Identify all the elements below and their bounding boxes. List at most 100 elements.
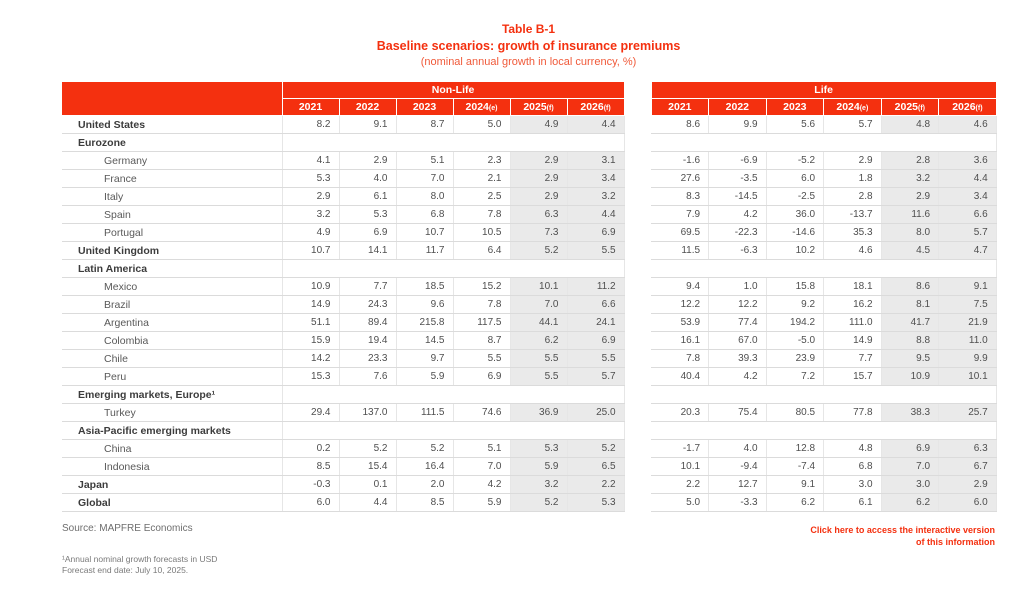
table-row-country: 7.9 4.2 36.0 -13.7 11.6 6.6 (651, 205, 997, 224)
value-cell: 0.2 (282, 439, 340, 458)
value-cell: -5.2 (766, 151, 825, 170)
value-cell: 10.9 (881, 367, 940, 386)
value-cell: 15.3 (282, 367, 340, 386)
year-header-nonlife-2024: 2024(e) (452, 98, 511, 116)
value-cell: 9.9 (708, 115, 767, 134)
value-cell: 4.0 (339, 169, 397, 188)
table-number: Table B-1 (501, 22, 556, 36)
value-cell: 8.6 (881, 277, 940, 296)
value-cell: 5.5 (510, 367, 568, 386)
row-label: Mexico (62, 277, 283, 296)
value-cell: 6.2 (510, 331, 568, 350)
value-cell: 3.1 (567, 151, 625, 170)
value-cell: 6.8 (823, 457, 882, 476)
row-label: Colombia (62, 331, 283, 350)
value-cell: 5.2 (567, 439, 625, 458)
value-cell: 5.2 (396, 439, 454, 458)
value-cell: -6.3 (708, 241, 767, 260)
value-cell: 7.0 (881, 457, 940, 476)
value-cell: 27.6 (651, 169, 710, 188)
value-cell: 9.7 (396, 349, 454, 368)
value-cell: 16.4 (396, 457, 454, 476)
table-row-country: Indonesia 8.5 15.4 16.4 7.0 5.9 6.5 (62, 457, 625, 476)
value-cell: 7.9 (651, 205, 710, 224)
row-label: Italy (62, 187, 283, 206)
section-empty-cell (651, 421, 997, 440)
year-label: 2023 (783, 101, 807, 113)
value-cell: -3.5 (708, 169, 767, 188)
section-empty-cell (282, 133, 625, 152)
table-row-country: Argentina 51.1 89.4 215.8 117.5 44.1 24.1 (62, 313, 625, 332)
table-row-region: 8.6 9.9 5.6 5.7 4.8 4.6 (651, 115, 997, 134)
row-label: Germany (62, 151, 283, 170)
value-cell: 7.0 (453, 457, 511, 476)
year-label: 2022 (725, 101, 749, 113)
value-cell: -14.6 (766, 223, 825, 242)
value-cell: 10.1 (651, 457, 710, 476)
value-cell: 14.1 (339, 241, 397, 260)
value-cell: 4.8 (823, 439, 882, 458)
value-cell: 15.2 (453, 277, 511, 296)
table-row-country: Spain 3.2 5.3 6.8 7.8 6.3 4.4 (62, 205, 625, 224)
value-cell: 6.1 (823, 493, 882, 512)
year-header-nonlife-2026: 2026(f) (566, 98, 625, 116)
table-row-country: Chile 14.2 23.3 9.7 5.5 5.5 5.5 (62, 349, 625, 368)
table-row-country: 10.1 -9.4 -7.4 6.8 7.0 6.7 (651, 457, 997, 476)
value-cell: 6.3 (938, 439, 997, 458)
value-cell: 8.3 (651, 187, 710, 206)
value-cell: 7.0 (396, 169, 454, 188)
row-label: France (62, 169, 283, 188)
value-cell: 2.9 (282, 187, 340, 206)
title-block: Table B-1 Baseline scenarios: growth of … (62, 22, 995, 68)
table-row-country: China 0.2 5.2 5.2 5.1 5.3 5.2 (62, 439, 625, 458)
value-cell: 5.9 (510, 457, 568, 476)
value-cell: 15.9 (282, 331, 340, 350)
value-cell: 10.2 (766, 241, 825, 260)
value-cell: 7.8 (453, 295, 511, 314)
value-cell: 6.9 (567, 331, 625, 350)
table-row-country: -1.6 -6.9 -5.2 2.9 2.8 3.6 (651, 151, 997, 170)
section-empty-cell (651, 133, 997, 152)
table-row-country: 7.8 39.3 23.9 7.7 9.5 9.9 (651, 349, 997, 368)
row-label: Chile (62, 349, 283, 368)
value-cell: 39.3 (708, 349, 767, 368)
value-cell: 12.2 (651, 295, 710, 314)
value-cell: 11.6 (881, 205, 940, 224)
value-cell: 2.9 (339, 151, 397, 170)
table-row-country: -1.7 4.0 12.8 4.8 6.9 6.3 (651, 439, 997, 458)
row-label: Turkey (62, 403, 283, 422)
value-cell: 4.2 (708, 367, 767, 386)
value-cell: 4.9 (510, 115, 568, 134)
value-cell: 3.4 (567, 169, 625, 188)
value-cell: 5.5 (567, 349, 625, 368)
premium-growth-tables: Non-Life 2021 2022 2023 2024(e) 2025(f) 2026(f… (62, 81, 997, 512)
value-cell: 6.9 (339, 223, 397, 242)
table-row-country: Germany 4.1 2.9 5.1 2.3 2.9 3.1 (62, 151, 625, 170)
life-table: Life 2021 2022 2023 2024(e) 2025(f) 2026(f) 8.6… (650, 81, 997, 512)
value-cell: 9.5 (881, 349, 940, 368)
value-cell: 5.3 (339, 205, 397, 224)
year-header-life-2021: 2021 (650, 98, 710, 116)
year-header-nonlife-2023: 2023 (395, 98, 454, 116)
year-label: 2026 (580, 101, 604, 113)
value-cell: 14.5 (396, 331, 454, 350)
value-cell: 111.5 (396, 403, 454, 422)
interactive-version-link[interactable]: Click here to access the interactive ver… (810, 525, 995, 547)
value-cell: -9.4 (708, 457, 767, 476)
year-label: 2022 (355, 101, 380, 113)
section-empty-cell (651, 385, 997, 404)
table-row-country: 9.4 1.0 15.8 18.1 8.6 9.1 (651, 277, 997, 296)
value-cell: 194.2 (766, 313, 825, 332)
value-cell: 10.7 (396, 223, 454, 242)
value-cell: 35.3 (823, 223, 882, 242)
value-cell: 10.1 (510, 277, 568, 296)
table-row-region: United States 8.2 9.1 8.7 5.0 4.9 4.4 (62, 115, 625, 134)
table-row-country: 12.2 12.2 9.2 16.2 8.1 7.5 (651, 295, 997, 314)
footnotes: ¹Annual nominal growth forecasts in USD … (62, 554, 217, 577)
value-cell: 25.0 (567, 403, 625, 422)
value-cell: 7.3 (510, 223, 568, 242)
value-cell: 36.0 (766, 205, 825, 224)
value-cell: 24.3 (339, 295, 397, 314)
table-row-group: Latin America (62, 259, 625, 278)
value-cell: 9.6 (396, 295, 454, 314)
